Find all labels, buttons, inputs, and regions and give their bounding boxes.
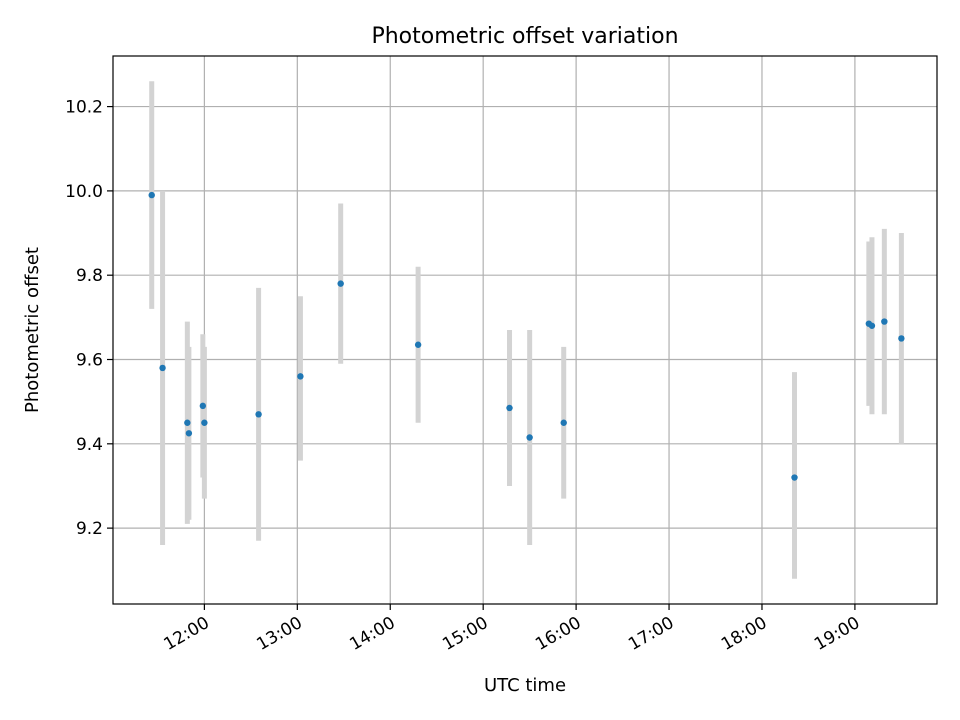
data-point bbox=[337, 280, 344, 287]
grid bbox=[113, 56, 937, 604]
data-point bbox=[255, 411, 262, 418]
data-point bbox=[297, 373, 304, 380]
data-point bbox=[184, 419, 191, 426]
y-tick-label: 10.0 bbox=[65, 182, 103, 202]
x-tick-label: 17:00 bbox=[625, 613, 677, 655]
data-point bbox=[898, 335, 905, 342]
y-tick-label: 9.2 bbox=[76, 519, 103, 539]
y-tick-label: 9.4 bbox=[76, 435, 103, 455]
y-tick-label: 9.6 bbox=[76, 351, 103, 371]
x-tick-label: 19:00 bbox=[811, 613, 863, 655]
x-tick-label: 16:00 bbox=[532, 613, 584, 655]
x-axis-ticks: 12:00 13:00 14:00 15:00 16:00 17:00 18:00 19:00 bbox=[160, 604, 863, 655]
data-point bbox=[201, 419, 208, 426]
x-tick-label: 18:00 bbox=[718, 613, 770, 655]
y-axis-ticks: 9.2 9.4 9.6 9.8 10.0 10.2 bbox=[65, 98, 113, 539]
data-point bbox=[414, 341, 422, 348]
data-point bbox=[506, 404, 513, 412]
x-tick-label: 13:00 bbox=[253, 613, 305, 655]
data-point bbox=[560, 419, 567, 426]
data-point bbox=[881, 318, 888, 325]
data-points bbox=[148, 191, 905, 481]
x-tick-label: 14:00 bbox=[346, 613, 398, 655]
data-point bbox=[199, 402, 207, 410]
y-tick-label: 10.2 bbox=[65, 98, 103, 118]
y-tick-label: 9.8 bbox=[76, 266, 103, 286]
data-point bbox=[159, 364, 166, 372]
data-point bbox=[868, 322, 876, 329]
chart-title: Photometric offset variation bbox=[371, 24, 678, 49]
data-point bbox=[148, 191, 155, 199]
plot-frame bbox=[112, 55, 938, 605]
x-tick-label: 12:00 bbox=[160, 613, 212, 655]
x-axis-label: UTC time bbox=[484, 675, 566, 696]
data-point bbox=[526, 434, 533, 441]
y-axis-label: Photometric offset bbox=[22, 247, 43, 413]
error-bars bbox=[149, 81, 904, 579]
data-point bbox=[185, 430, 193, 437]
x-tick-label: 15:00 bbox=[439, 613, 491, 655]
data-point bbox=[791, 474, 798, 481]
